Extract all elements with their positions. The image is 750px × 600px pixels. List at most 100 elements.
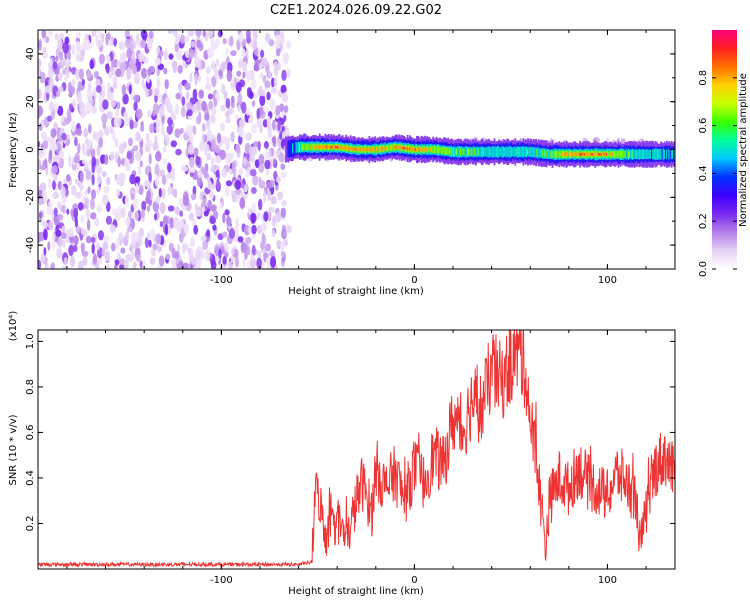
heatmap-noise-blob [258, 180, 266, 189]
heatmap-signal-cell [535, 147, 537, 158]
heatmap-signal-cell [544, 150, 547, 157]
heatmap-noise-blob [154, 175, 160, 187]
heatmap-noise-blob [80, 227, 84, 235]
heatmap-noise-blob [117, 156, 121, 168]
heatmap-signal-cell [374, 147, 377, 152]
heatmap-noise-blob [273, 158, 277, 166]
heatmap-noise-blob [222, 38, 227, 45]
heatmap-signal-cell [360, 147, 363, 152]
heatmap-signal-cell [568, 150, 571, 158]
heatmap-signal-cell [658, 149, 660, 160]
heatmap-noise-blob [193, 147, 199, 158]
heatmap-noise-blob [225, 98, 231, 109]
heatmap-noise-blob [39, 71, 46, 84]
heatmap-noise-blob [61, 132, 67, 141]
heatmap-signal-cell [652, 149, 654, 160]
heatmap-noise-blob [251, 202, 256, 213]
heatmap-signal-cell [336, 146, 338, 149]
heatmap-signal-cell [548, 149, 550, 160]
heatmap-signal-cell [560, 151, 563, 158]
heatmap-signal-cell [605, 153, 608, 156]
heatmap-noise-blob [48, 30, 53, 37]
heatmap-noise-blob [97, 230, 105, 241]
heatmap-signal-cell [402, 147, 404, 149]
heatmap-signal-cell [608, 151, 610, 158]
heatmap-noise-blob [265, 169, 270, 176]
heatmap-noise-blob [190, 193, 197, 201]
heatmap-signal-cell [460, 148, 462, 156]
heatmap-noise-blob [147, 109, 152, 118]
heatmap-signal-cell [318, 145, 321, 149]
heatmap-signal-cell [593, 152, 595, 157]
heatmap-noise-blob [280, 163, 286, 170]
heatmap-noise-blob [96, 164, 100, 172]
heatmap-signal-cell [457, 146, 460, 158]
heatmap-noise-blob [149, 257, 156, 265]
heatmap-signal-cell [589, 152, 592, 157]
heatmap-noise-blob [220, 122, 226, 132]
heatmap-signal-cell [640, 149, 643, 159]
heatmap-signal-cell [504, 147, 506, 157]
heatmap-noise-blob [187, 30, 195, 37]
heatmap-noise-blob [45, 36, 50, 44]
heatmap-signal-cell [305, 144, 308, 151]
heatmap-noise-blob [186, 124, 193, 136]
heatmap-noise-blob [101, 171, 107, 178]
heatmap-signal-cell [353, 147, 356, 151]
heatmap-noise-blob [223, 90, 228, 100]
colorbar-tick-label: 0.0 [698, 261, 709, 277]
heatmap-signal-cell [314, 145, 316, 149]
heatmap-signal-cell [429, 147, 432, 152]
snr-panel: -100 0 100 0.2 0.4 0.6 0.8 1.0 Height of straig… [8, 311, 676, 597]
heatmap-noise-blob [96, 145, 101, 157]
heatmap-noise-blob [98, 94, 103, 102]
heatmap-noise-blob [134, 71, 140, 84]
heatmap-signal-cell [329, 145, 331, 149]
heatmap-noise-blob [43, 195, 48, 204]
heatmap-noise-blob [171, 247, 176, 259]
heatmap-signal-cell [532, 147, 535, 158]
x-tick-label: 100 [598, 575, 617, 586]
heatmap-noise-blob [158, 187, 162, 198]
heatmap-signal-cell [567, 152, 570, 156]
heatmap-signal-cell [449, 148, 452, 155]
heatmap-signal-cell [416, 147, 418, 152]
heatmap-noise-blob [195, 249, 202, 260]
heatmap-noise-blob [249, 110, 253, 122]
colorbar-tick-label: 0.8 [698, 70, 709, 86]
heatmap-noise-blob [144, 31, 148, 40]
heatmap-noise-blob [274, 76, 278, 88]
heatmap-signal-cell [506, 146, 509, 158]
heatmap-noise-blob [53, 101, 59, 113]
heatmap-noise-blob [38, 141, 41, 148]
heatmap-noise-blob [195, 258, 201, 269]
heatmap-noise-blob [248, 91, 254, 100]
heatmap-noise-blob [96, 186, 100, 196]
heatmap-noise-blob [50, 128, 57, 138]
heatmap-noise-blob [194, 56, 201, 68]
heatmap-signal-cell [554, 151, 557, 158]
heatmap-noise-blob [172, 61, 178, 74]
heatmap-noise-blob [205, 76, 210, 85]
heatmap-signal-cell [662, 148, 665, 161]
heatmap-signal-cell [643, 149, 645, 160]
heatmap-signal-cell [338, 145, 341, 150]
heatmap-noise-blob [158, 255, 165, 267]
heatmap-noise-blob [258, 198, 263, 211]
heatmap-noise-blob [111, 242, 116, 252]
heatmap-noise-blob [195, 155, 201, 166]
heatmap-noise-blob [117, 117, 122, 127]
heatmap-noise-blob [159, 105, 165, 117]
heatmap-signal-cell [325, 146, 328, 149]
heatmap-noise-blob [257, 140, 261, 152]
heatmap-noise-blob [113, 37, 117, 47]
heatmap-signal-cell [436, 146, 439, 154]
heatmap-signal-cell [528, 146, 531, 157]
heatmap-noise-blob [280, 84, 287, 94]
heatmap-noise-blob [167, 205, 175, 212]
heatmap-noise-blob [120, 247, 126, 254]
heatmap-noise-blob [154, 163, 160, 176]
heatmap-noise-blob [209, 190, 214, 200]
heatmap-noise-blob [119, 52, 127, 64]
heatmap-noise-blob [258, 89, 266, 97]
